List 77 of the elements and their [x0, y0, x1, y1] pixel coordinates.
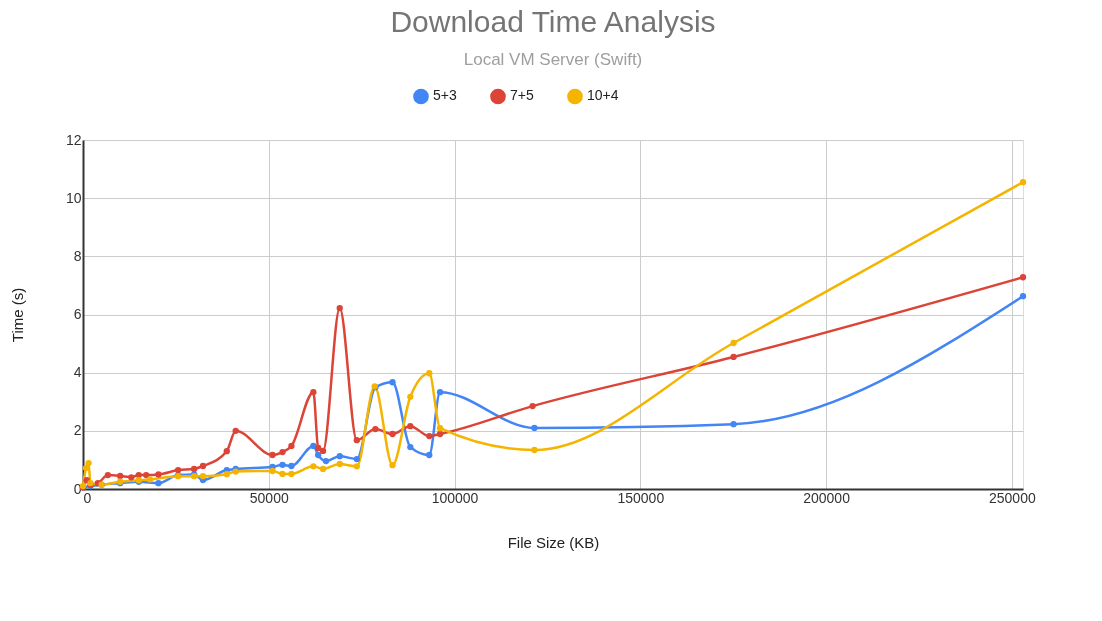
point — [336, 304, 343, 312]
legend-label: 10+4 — [587, 87, 619, 104]
point — [269, 451, 276, 459]
point — [1019, 179, 1027, 186]
point — [128, 474, 135, 481]
legend-label: 5+3 — [433, 87, 457, 104]
point — [310, 389, 317, 396]
point — [279, 461, 286, 469]
point — [531, 424, 538, 432]
point — [315, 444, 322, 452]
point — [155, 480, 162, 487]
point — [174, 466, 182, 474]
y-tick-label: 2 — [73, 422, 82, 439]
point — [426, 370, 433, 377]
point — [190, 465, 198, 473]
point — [730, 339, 737, 347]
point — [199, 462, 207, 470]
point — [146, 476, 154, 483]
point — [135, 471, 142, 479]
point — [269, 467, 276, 475]
chart-subtitle: Local VM Server (Swift) — [463, 50, 643, 69]
point — [730, 353, 737, 361]
point — [426, 432, 433, 440]
point — [85, 459, 92, 467]
point — [310, 463, 317, 470]
point — [407, 423, 414, 430]
point — [155, 471, 162, 478]
legend-label: 7+5 — [510, 87, 534, 104]
point — [436, 430, 444, 438]
point — [531, 446, 538, 454]
point — [279, 448, 286, 456]
y-axis-title: Time (s) — [8, 287, 26, 343]
chart-title: Download Time Analysis — [390, 5, 716, 38]
point — [223, 448, 230, 455]
y-tick-label: 10 — [65, 189, 82, 206]
point — [336, 460, 343, 468]
point — [407, 443, 414, 451]
point — [353, 455, 360, 463]
point — [288, 470, 295, 478]
x-tick-label: 250000 — [988, 489, 1036, 506]
x-tick-label: 100000 — [431, 489, 479, 506]
point — [315, 451, 322, 459]
point — [288, 442, 295, 450]
point — [116, 472, 124, 480]
point — [389, 430, 396, 438]
point — [389, 462, 396, 469]
point — [322, 457, 330, 465]
point — [436, 425, 444, 432]
point — [389, 379, 396, 386]
point — [730, 420, 737, 428]
y-tick-label: 6 — [73, 306, 82, 322]
point — [426, 451, 433, 459]
point — [407, 393, 414, 400]
y-tick-label: 8 — [73, 247, 82, 264]
x-tick-label: 150000 — [617, 489, 665, 506]
point — [372, 425, 379, 433]
point — [353, 463, 360, 470]
point — [336, 452, 343, 460]
point — [143, 471, 150, 479]
point — [1019, 274, 1027, 281]
point — [1019, 293, 1027, 300]
point — [529, 402, 536, 410]
point — [279, 470, 286, 478]
x-tick-label: 200000 — [803, 489, 851, 506]
point — [104, 471, 112, 479]
y-tick-label: 12 — [65, 131, 82, 148]
x-axis-title: File Size (KB) — [507, 533, 600, 551]
point — [319, 465, 327, 473]
x-tick-label: 50000 — [249, 489, 289, 506]
point — [199, 473, 207, 480]
point — [288, 462, 295, 470]
point — [319, 447, 327, 455]
point — [436, 389, 444, 396]
point — [353, 436, 360, 444]
point — [232, 427, 239, 434]
point — [223, 471, 230, 478]
y-tick-label: 4 — [73, 364, 82, 381]
